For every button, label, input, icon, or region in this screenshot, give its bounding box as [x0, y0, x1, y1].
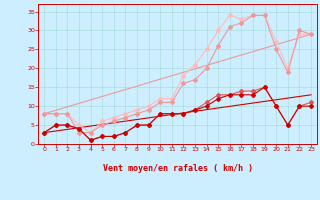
X-axis label: Vent moyen/en rafales ( km/h ): Vent moyen/en rafales ( km/h ) — [103, 164, 252, 173]
